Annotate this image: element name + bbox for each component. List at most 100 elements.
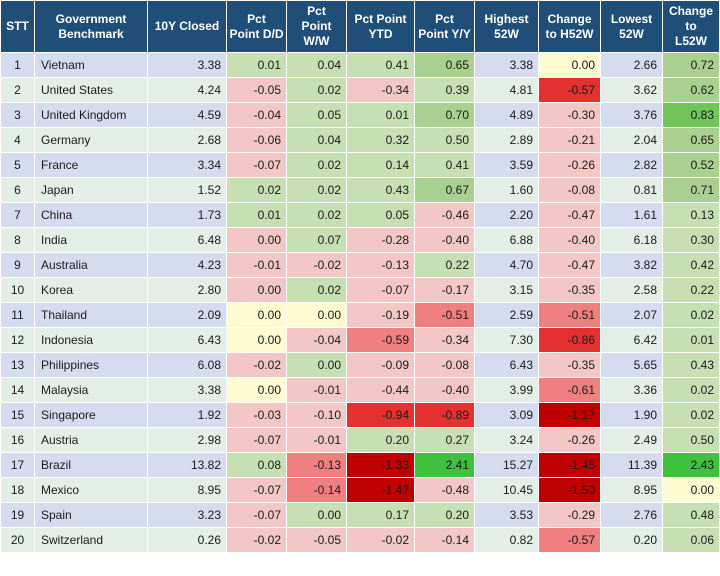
table-row: 17 Brazil 13.82 0.08 -0.13 -1.33 2.41 15.27 -1.4… (0, 452, 720, 478)
cell-change-l52w: 0.02 (662, 402, 720, 428)
table-row: 12 Indonesia 6.43 0.00 -0.04 -0.59 -0.34 7.30 -0… (0, 327, 720, 353)
table-row: 2 United States 4.24 -0.05 0.02 -0.34 0.39 4.81… (0, 77, 720, 103)
header-pct-ytd: Pct Point YTD (346, 0, 415, 53)
header-label: L52W (674, 34, 707, 48)
cell-pct-yy: -0.40 (414, 377, 475, 403)
table-row: 18 Mexico 8.95 -0.07 -0.14 -1.47 -0.48 10.45 -1.… (0, 477, 720, 503)
cell-change-l52w: 0.52 (662, 152, 720, 178)
cell-pct-dd: -0.07 (226, 152, 287, 178)
cell-change-h52w: -0.57 (538, 77, 601, 103)
cell-country: Brazil (34, 452, 148, 478)
cell-country: Indonesia (34, 327, 148, 353)
cell-pct-yy: 0.70 (414, 102, 475, 128)
cell-pct-ytd: -0.28 (346, 227, 415, 253)
cell-change-l52w: 0.72 (662, 52, 720, 78)
cell-lowest-52w: 2.04 (600, 127, 663, 153)
cell-stt: 14 (0, 377, 35, 403)
cell-pct-ww: 0.02 (286, 277, 347, 303)
cell-highest-52w: 7.30 (474, 327, 539, 353)
cell-change-h52w: -0.35 (538, 277, 601, 303)
cell-pct-ww: 0.00 (286, 352, 347, 378)
table-row: 14 Malaysia 3.38 0.00 -0.01 -0.44 -0.40 3.99 -0.… (0, 377, 720, 403)
cell-highest-52w: 3.15 (474, 277, 539, 303)
cell-pct-dd: 0.00 (226, 327, 287, 353)
cell-pct-ww: -0.01 (286, 427, 347, 453)
cell-pct-yy: 0.65 (414, 52, 475, 78)
header-label: Pct (247, 11, 266, 26)
table-row: 3 United Kingdom 4.59 -0.04 0.05 0.01 0.70 4.89… (0, 102, 720, 128)
cell-pct-ww: 0.00 (286, 302, 347, 328)
cell-stt: 16 (0, 427, 35, 453)
table-row: 8 India 6.48 0.00 0.07 -0.28 -0.40 6.88 -0.40 6.1… (0, 227, 720, 253)
cell-change-h52w: -0.26 (538, 427, 601, 453)
cell-pct-ww: -0.05 (286, 527, 347, 553)
cell-lowest-52w: 0.81 (600, 177, 663, 203)
cell-change-l52w: 0.01 (662, 327, 720, 353)
header-label: Change (547, 11, 592, 26)
header-benchmark: Government Benchmark (34, 0, 148, 53)
cell-10y-closed: 6.48 (147, 227, 227, 253)
cell-change-h52w: -1.17 (538, 402, 601, 428)
cell-stt: 6 (0, 177, 35, 203)
cell-change-h52w: 0.00 (538, 52, 601, 78)
cell-10y-closed: 1.73 (147, 202, 227, 228)
cell-country: Australia (34, 252, 148, 278)
cell-pct-ytd: 0.17 (346, 502, 415, 528)
cell-10y-closed: 3.38 (147, 377, 227, 403)
cell-change-h52w: -0.35 (538, 352, 601, 378)
header-pct-yy: Pct Point Y/Y (414, 0, 475, 53)
cell-10y-closed: 1.92 (147, 402, 227, 428)
cell-pct-dd: -0.07 (226, 477, 287, 503)
header-label: Benchmark (58, 26, 124, 41)
cell-change-l52w: 2.43 (662, 452, 720, 478)
cell-country: Philippines (34, 352, 148, 378)
cell-country: Mexico (34, 477, 148, 503)
cell-pct-yy: 0.20 (414, 502, 475, 528)
cell-pct-ww: 0.07 (286, 227, 347, 253)
cell-lowest-52w: 2.07 (600, 302, 663, 328)
cell-10y-closed: 3.34 (147, 152, 227, 178)
cell-pct-dd: -0.02 (226, 527, 287, 553)
cell-pct-yy: -0.48 (414, 477, 475, 503)
cell-change-h52w: -0.30 (538, 102, 601, 128)
table-row: 6 Japan 1.52 0.02 0.02 0.43 0.67 1.60 -0.08 0.81 0… (0, 177, 720, 203)
header-label: Pct Point (354, 11, 407, 26)
cell-country: Spain (34, 502, 148, 528)
cell-pct-ytd: 0.32 (346, 127, 415, 153)
cell-change-h52w: -1.50 (538, 477, 601, 503)
cell-lowest-52w: 2.76 (600, 502, 663, 528)
header-label: STT (6, 19, 29, 33)
cell-pct-dd: -0.01 (226, 252, 287, 278)
cell-highest-52w: 2.20 (474, 202, 539, 228)
cell-pct-ytd: -0.44 (346, 377, 415, 403)
cell-change-l52w: 0.48 (662, 502, 720, 528)
cell-change-h52w: -0.29 (538, 502, 601, 528)
cell-lowest-52w: 3.62 (600, 77, 663, 103)
cell-pct-ww: 0.02 (286, 177, 347, 203)
cell-pct-ww: -0.13 (286, 452, 347, 478)
cell-10y-closed: 0.26 (147, 527, 227, 553)
cell-lowest-52w: 1.90 (600, 402, 663, 428)
cell-pct-yy: 0.50 (414, 127, 475, 153)
cell-lowest-52w: 8.95 (600, 477, 663, 503)
cell-pct-ytd: -0.19 (346, 302, 415, 328)
cell-stt: 10 (0, 277, 35, 303)
cell-10y-closed: 4.23 (147, 252, 227, 278)
cell-change-h52w: -0.26 (538, 152, 601, 178)
header-label: Government (55, 11, 127, 26)
cell-pct-ytd: 0.01 (346, 102, 415, 128)
cell-pct-yy: 0.22 (414, 252, 475, 278)
cell-10y-closed: 3.23 (147, 502, 227, 528)
cell-pct-yy: -0.51 (414, 302, 475, 328)
table-row: 5 France 3.34 -0.07 0.02 0.14 0.41 3.59 -0.26 2.8… (0, 152, 720, 178)
cell-change-h52w: -0.47 (538, 202, 601, 228)
cell-pct-ww: 0.02 (286, 202, 347, 228)
cell-pct-ytd: 0.41 (346, 52, 415, 78)
benchmark-table: STT Government Benchmark 10Y Closed Pct Point… (0, 0, 720, 553)
table-row: 1 Vietnam 3.38 0.01 0.04 0.41 0.65 3.38 0.00 2.66… (0, 52, 720, 78)
cell-pct-ytd: 0.14 (346, 152, 415, 178)
cell-country: Austria (34, 427, 148, 453)
cell-change-l52w: 0.02 (662, 377, 720, 403)
cell-10y-closed: 2.09 (147, 302, 227, 328)
cell-lowest-52w: 5.65 (600, 352, 663, 378)
